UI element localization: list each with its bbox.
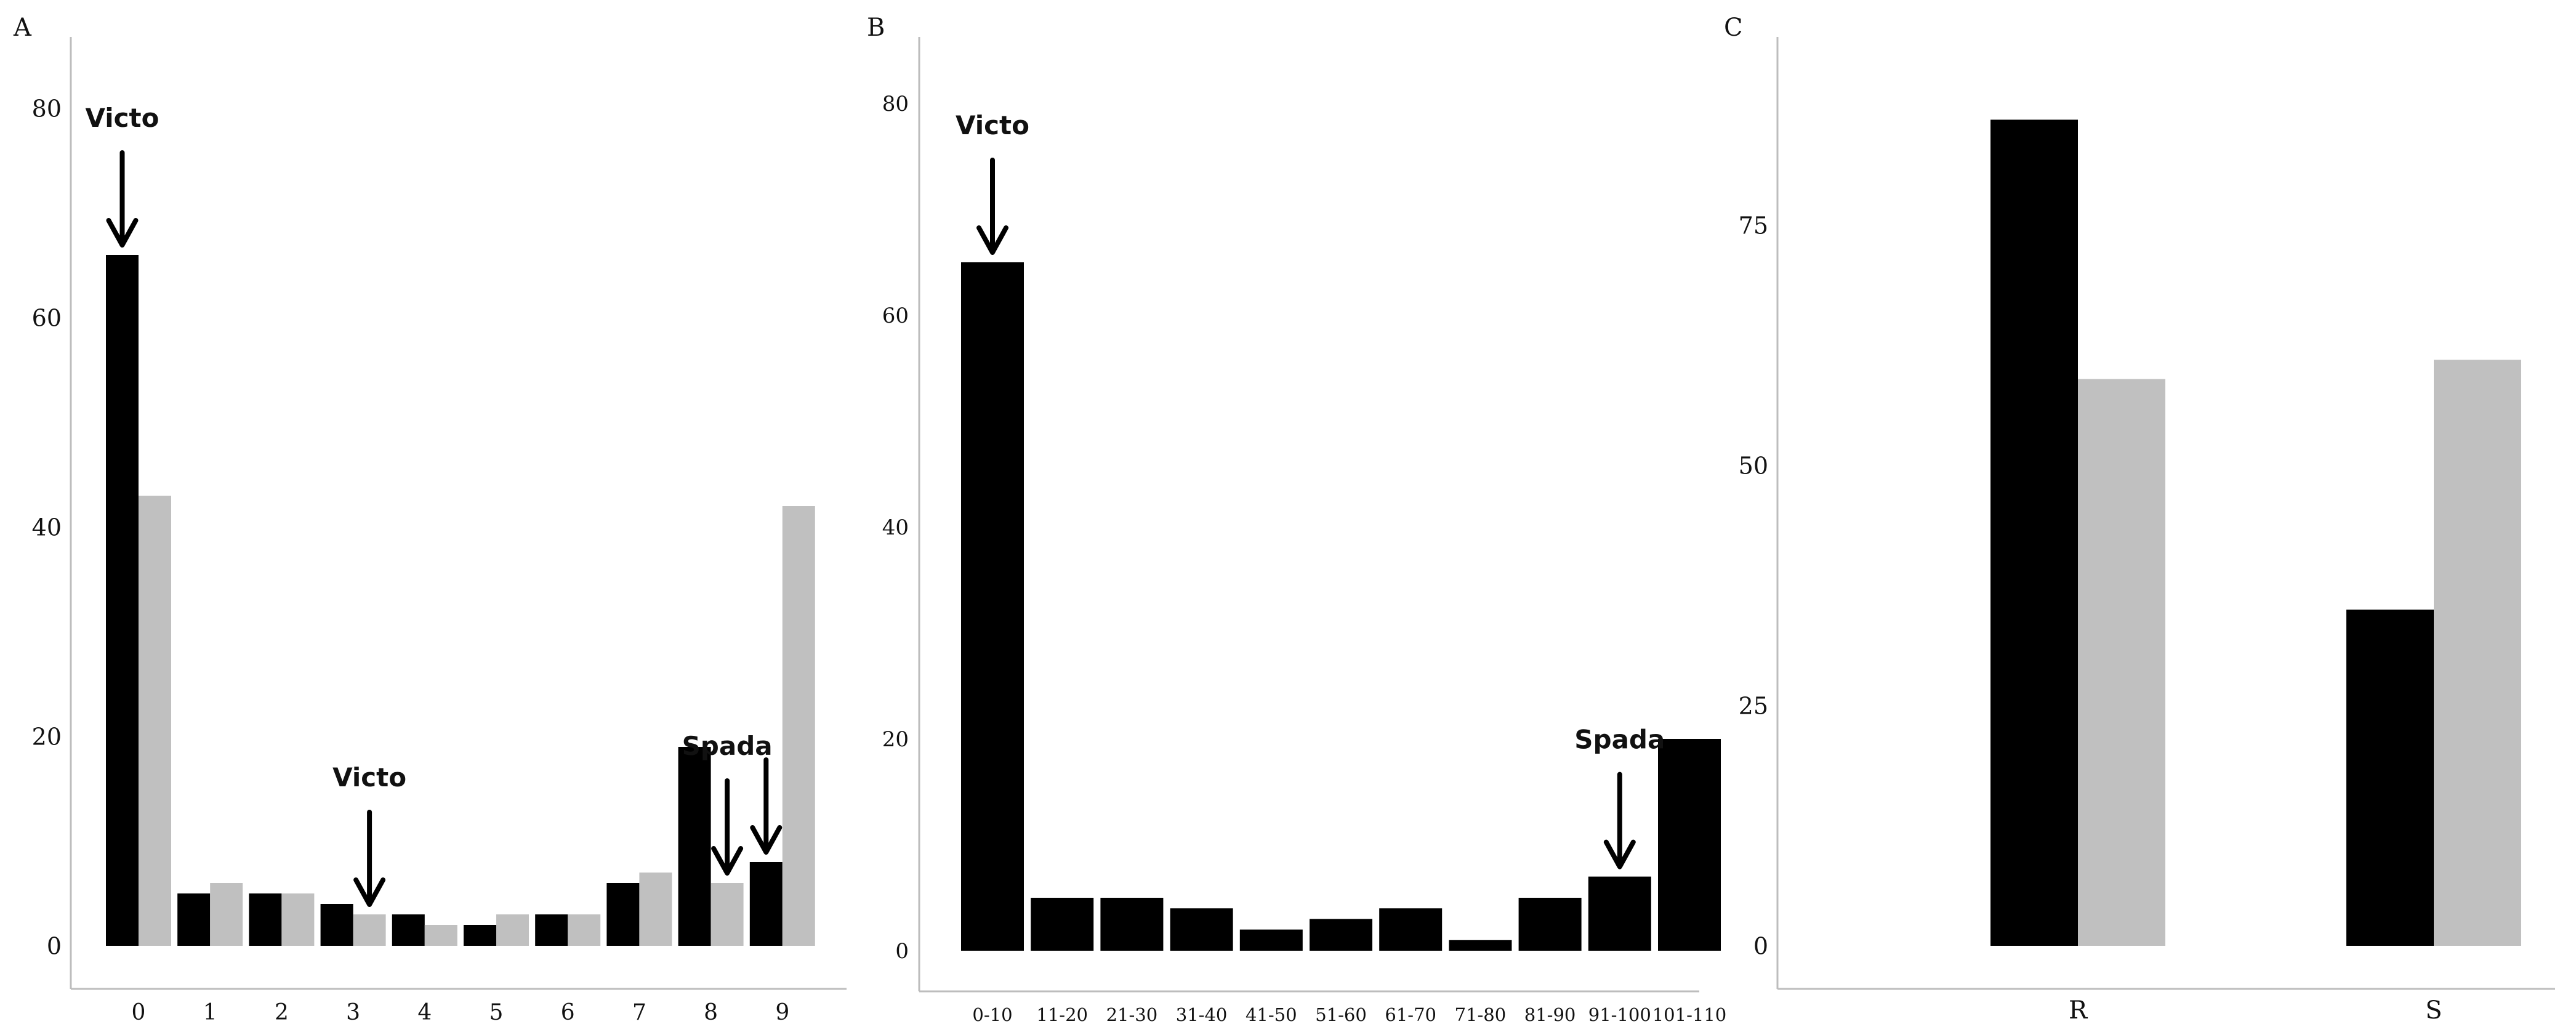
y-tick-label: 60 <box>882 304 909 328</box>
annotation-label: Spada <box>682 731 773 761</box>
panel-a-letter: A <box>13 14 32 42</box>
bar <box>106 255 139 946</box>
y-tick-label: 75 <box>1739 212 1768 239</box>
annotation-label: Victo <box>956 110 1029 140</box>
bar <box>139 496 171 946</box>
x-tick-label: 8 <box>704 1000 718 1025</box>
bar <box>1990 119 2078 946</box>
x-tick-label: 5 <box>489 1000 504 1025</box>
x-tick-label: 1 <box>203 1000 217 1025</box>
x-tick-label: 0 <box>132 1000 146 1025</box>
y-tick-label: 80 <box>32 95 62 122</box>
annotation-label: Spada <box>1574 725 1665 755</box>
panel-c: C 0 25 50 75 R S <box>1724 14 2555 1025</box>
annotation-arrow-head <box>711 846 744 876</box>
y-tick-label: 25 <box>1739 692 1768 719</box>
x-tick-label: 41-50 <box>1246 1004 1297 1025</box>
x-tick-label: 6 <box>561 1000 575 1025</box>
x-tick-label: 3 <box>346 1000 360 1025</box>
y-tick-label: 20 <box>32 723 62 750</box>
bar <box>177 893 211 946</box>
annotation-label: Victo <box>86 103 159 133</box>
panel-b-plot: 0 20 40 60 80 0-10 11-20 21-30 31-40 41-50 51-60 61… <box>882 37 1727 1025</box>
x-tick-label: 4 <box>417 1000 432 1025</box>
annotation-arrow-head <box>976 225 1008 255</box>
bar <box>1658 739 1721 951</box>
bar <box>353 914 386 946</box>
bar <box>535 914 568 946</box>
bar <box>1031 898 1094 951</box>
panel-c-plot: 0 25 50 75 R S <box>1739 37 2555 1025</box>
panel-c-letter: C <box>1724 14 1743 42</box>
x-tick-label: 101-110 <box>1652 1004 1727 1025</box>
panel-b-letter: B <box>867 14 885 42</box>
y-tick-label: 0 <box>47 932 62 959</box>
panel-a-plot: 0 20 40 60 80 0 1 2 3 4 5 6 7 8 9 Victo Victo Spada <box>32 37 847 1025</box>
x-tick-label: 61-70 <box>1385 1004 1436 1025</box>
bar <box>464 925 496 946</box>
annotation-label: Victo <box>332 762 406 792</box>
bar <box>2346 610 2434 946</box>
x-tick-label: 51-60 <box>1315 1004 1367 1025</box>
x-tick-label: 9 <box>775 1000 789 1025</box>
x-tick-label: 0-10 <box>972 1004 1012 1025</box>
x-tick-label: 11-20 <box>1036 1004 1088 1025</box>
bar <box>249 893 282 946</box>
bar <box>710 883 744 946</box>
x-tick-label: 2 <box>275 1000 289 1025</box>
x-tick-label: R <box>2069 996 2088 1025</box>
x-tick-label: 31-40 <box>1176 1004 1228 1025</box>
annotation-arrow-head <box>1603 839 1636 869</box>
y-tick-label: 40 <box>32 514 62 541</box>
bar <box>1588 876 1651 951</box>
y-tick-label: 0 <box>1753 932 1768 959</box>
bar <box>568 914 601 946</box>
y-tick-label: 0 <box>895 939 909 964</box>
annotation-arrow-head <box>750 825 783 855</box>
bar <box>1239 929 1303 951</box>
bar <box>782 506 815 946</box>
bar <box>678 747 711 946</box>
x-tick-label: 91-100 <box>1588 1004 1651 1025</box>
bar <box>1170 908 1233 951</box>
bar <box>1310 919 1372 951</box>
bar <box>1100 898 1164 951</box>
bar <box>749 862 783 946</box>
x-tick-label: 21-30 <box>1106 1004 1158 1025</box>
annotation-arrow-head <box>106 218 139 248</box>
bar <box>2078 379 2165 946</box>
x-tick-label: 7 <box>632 1000 646 1025</box>
x-tick-label: 81-90 <box>1524 1004 1576 1025</box>
x-tick-label: S <box>2425 996 2442 1025</box>
y-tick-label: 40 <box>882 515 909 540</box>
bar <box>320 904 353 946</box>
bar <box>1518 898 1582 951</box>
bar <box>606 883 640 946</box>
x-tick-label: 71-80 <box>1455 1004 1507 1025</box>
bar <box>1379 908 1443 951</box>
annotation-arrow-head <box>353 877 386 907</box>
bar <box>210 883 243 946</box>
y-tick-label: 50 <box>1739 452 1768 479</box>
bar <box>1449 940 1512 951</box>
panel-a: A 0 20 40 60 80 0 1 2 3 4 5 6 7 8 9 Victo Victo Spada <box>13 14 847 1025</box>
panel-b: B 0 20 40 60 80 0-10 11-20 21-30 31-40 41-50 51-60… <box>867 14 1726 1025</box>
bar <box>961 262 1024 951</box>
bar <box>639 873 672 946</box>
y-tick-label: 20 <box>882 727 909 752</box>
y-tick-label: 80 <box>882 92 909 116</box>
bar <box>424 925 457 946</box>
bar <box>2434 360 2521 946</box>
bar <box>392 914 425 946</box>
y-tick-label: 60 <box>32 304 62 331</box>
bar <box>281 893 315 946</box>
bar <box>496 914 529 946</box>
